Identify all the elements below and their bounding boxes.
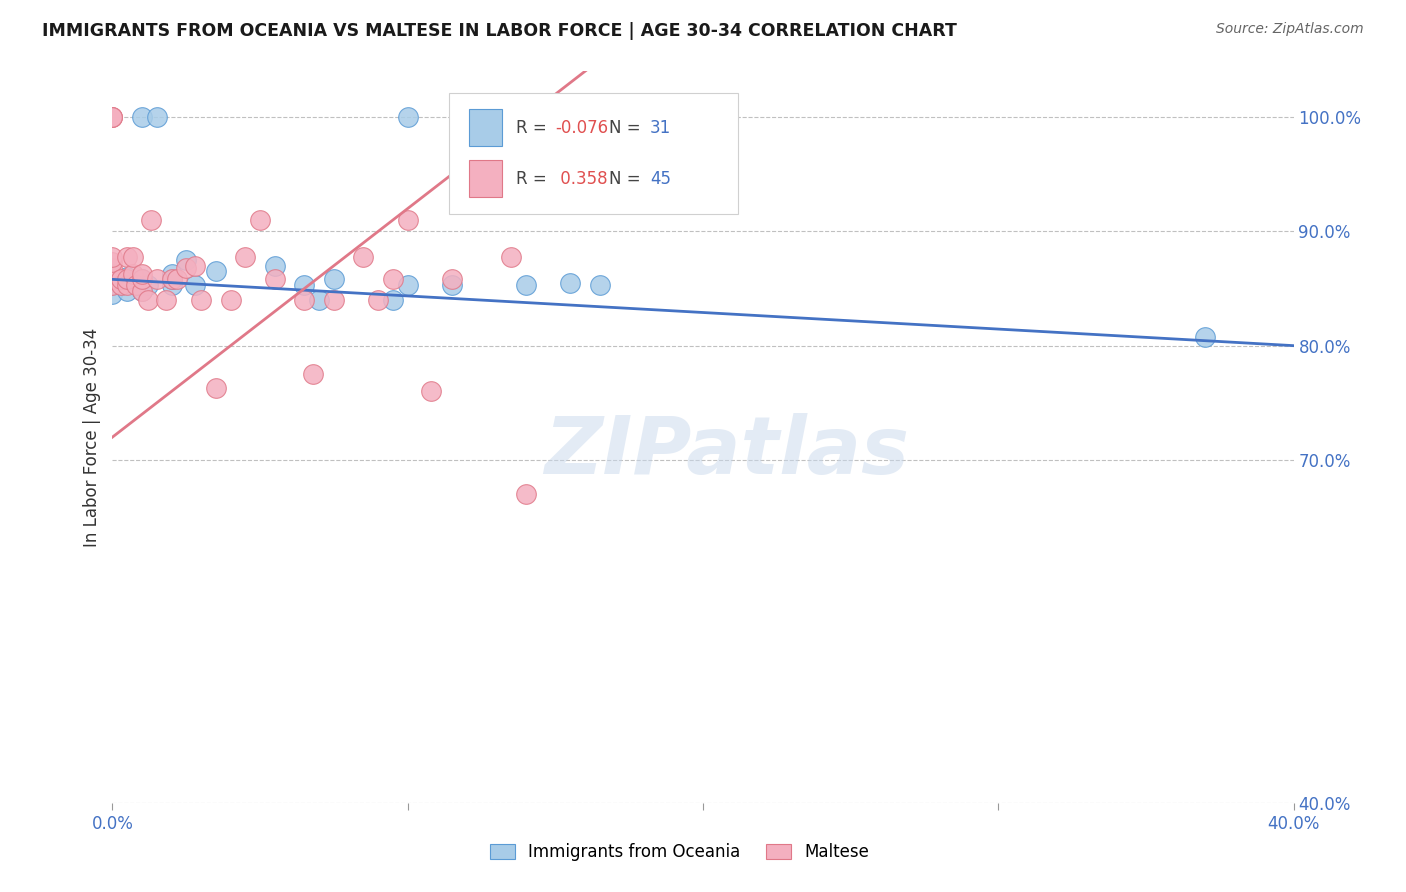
Point — [160, 278, 183, 293]
Point — [588, 278, 610, 293]
Point — [160, 267, 183, 281]
Point — [441, 278, 464, 293]
Point — [396, 110, 419, 124]
Point — [101, 260, 124, 275]
Point — [205, 264, 228, 278]
Point — [117, 272, 138, 286]
Point — [101, 110, 124, 124]
Point — [131, 110, 153, 124]
Point — [101, 267, 124, 281]
Point — [396, 278, 419, 293]
Point — [125, 278, 148, 293]
Point — [131, 284, 153, 298]
Point — [515, 487, 537, 501]
Legend: Immigrants from Oceania, Maltese: Immigrants from Oceania, Maltese — [484, 837, 876, 868]
Point — [1194, 329, 1216, 343]
Point — [184, 278, 207, 293]
Point — [264, 259, 287, 273]
Text: -0.076: -0.076 — [555, 119, 609, 136]
Point — [174, 252, 197, 267]
Point — [125, 278, 148, 293]
Text: IMMIGRANTS FROM OCEANIA VS MALTESE IN LABOR FORCE | AGE 30-34 CORRELATION CHART: IMMIGRANTS FROM OCEANIA VS MALTESE IN LA… — [42, 22, 957, 40]
Point — [101, 110, 124, 124]
Point — [101, 278, 124, 293]
Point — [146, 272, 169, 286]
Point — [136, 293, 159, 307]
Point — [101, 110, 124, 124]
Text: Source: ZipAtlas.com: Source: ZipAtlas.com — [1216, 22, 1364, 37]
Point — [166, 272, 188, 286]
Text: 0.358: 0.358 — [555, 169, 607, 187]
Point — [136, 278, 159, 293]
Point — [117, 284, 138, 298]
Point — [382, 293, 405, 307]
Point — [249, 213, 271, 227]
Point — [101, 255, 124, 269]
Text: N =: N = — [609, 169, 645, 187]
Point — [131, 272, 153, 286]
Point — [396, 213, 419, 227]
Text: 31: 31 — [650, 119, 671, 136]
FancyBboxPatch shape — [470, 110, 502, 145]
Point — [160, 272, 183, 286]
Point — [219, 293, 242, 307]
FancyBboxPatch shape — [470, 161, 502, 197]
Point — [117, 250, 138, 264]
Point — [323, 293, 346, 307]
Text: N =: N = — [609, 119, 645, 136]
Y-axis label: In Labor Force | Age 30-34: In Labor Force | Age 30-34 — [83, 327, 101, 547]
Point — [131, 284, 153, 298]
Point — [117, 270, 138, 285]
FancyBboxPatch shape — [449, 94, 738, 214]
Point — [501, 250, 523, 264]
Text: R =: R = — [516, 169, 553, 187]
Point — [101, 287, 124, 301]
Point — [292, 278, 315, 293]
Text: 45: 45 — [650, 169, 671, 187]
Point — [101, 272, 124, 286]
Point — [233, 250, 256, 264]
Point — [441, 272, 464, 286]
Point — [184, 259, 207, 273]
Point — [122, 250, 145, 264]
Point — [205, 381, 228, 395]
Point — [101, 272, 124, 286]
Point — [190, 293, 212, 307]
Point — [323, 272, 346, 286]
Point — [155, 293, 177, 307]
Point — [174, 260, 197, 275]
Text: R =: R = — [516, 119, 553, 136]
Point — [117, 278, 138, 293]
Point — [146, 110, 169, 124]
Point — [110, 278, 132, 293]
Point — [101, 278, 124, 293]
Point — [122, 267, 145, 281]
Point — [101, 250, 124, 264]
Point — [131, 267, 153, 281]
Point — [110, 278, 132, 293]
Point — [264, 272, 287, 286]
Point — [292, 293, 315, 307]
Point — [352, 250, 374, 264]
Point — [139, 213, 162, 227]
Point — [367, 293, 389, 307]
Point — [302, 368, 325, 382]
Point — [101, 267, 124, 281]
Point — [110, 272, 132, 286]
Point — [308, 293, 330, 307]
Point — [382, 272, 405, 286]
Point — [420, 384, 443, 399]
Point — [131, 272, 153, 286]
Point — [558, 276, 582, 290]
Point — [515, 278, 537, 293]
Point — [160, 272, 183, 286]
Text: ZIPatlas: ZIPatlas — [544, 413, 910, 491]
